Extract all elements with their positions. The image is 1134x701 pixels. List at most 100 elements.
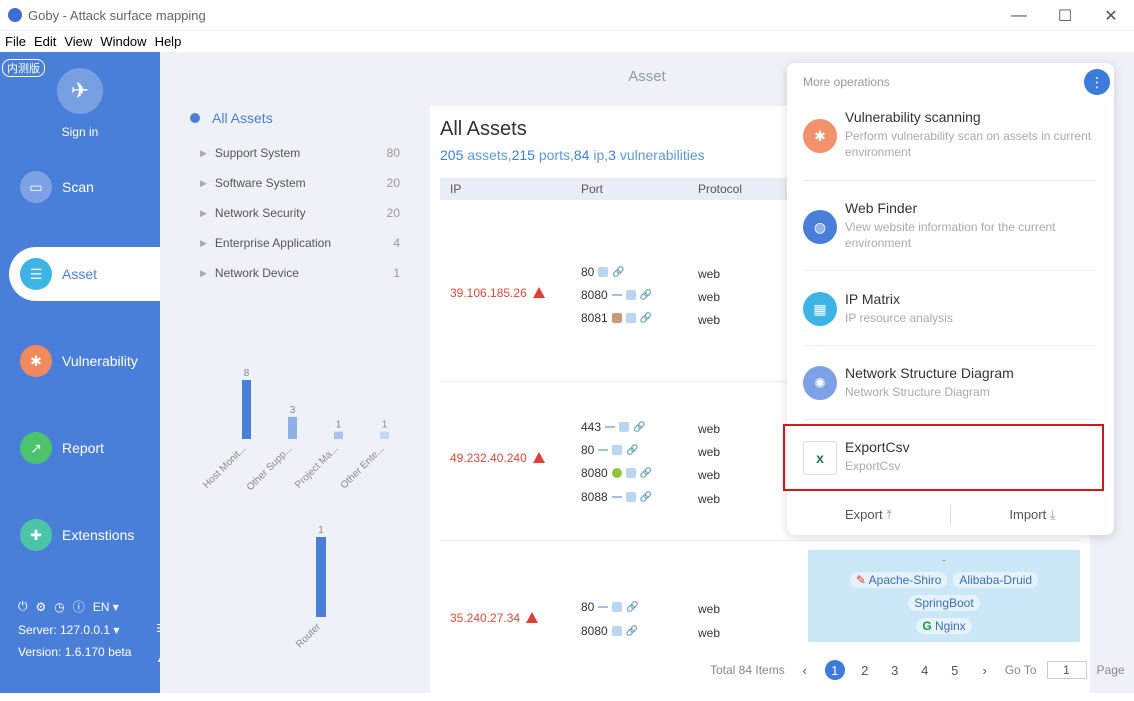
menu-help[interactable]: Help (154, 34, 182, 49)
column-protocol: Protocol (698, 182, 743, 196)
category-tick-label: Host Monit... (201, 443, 248, 490)
web-icon (625, 290, 636, 300)
sidebar-item-extensions[interactable]: ✚ Extenstions (0, 508, 160, 562)
menu-bar: File Edit View Window Help (0, 31, 1134, 52)
chevron-right-icon: ▶ (200, 207, 207, 218)
protocol-value: web (698, 445, 721, 459)
chevron-right-icon: ▶ (200, 237, 207, 248)
menu-item-vulnerability-scanning[interactable]: ✱ Vulnerability scanning Perform vulnera… (803, 103, 1096, 183)
tree-root-all-assets[interactable]: All Assets (190, 110, 400, 126)
avatar-icon (611, 313, 622, 323)
grid-matrix-icon: ▦ (803, 292, 837, 326)
tree-item-enterprise-application[interactable]: ▶ Enterprise Application 4 (200, 236, 400, 250)
chevron-right-icon: ▶ (200, 177, 207, 188)
spring-leaf-icon (611, 468, 622, 478)
language-select[interactable]: EN ▾ (92, 599, 119, 614)
server-select[interactable]: Server: 127.0.0.1 ▾ (18, 623, 120, 637)
version-label: Version: 1.6.170 beta (18, 645, 132, 659)
port-entry: 8081 🔗 (581, 311, 653, 325)
menu-file[interactable]: File (5, 34, 26, 49)
asset-ip-link[interactable]: 49.232.40.240 (450, 451, 545, 465)
page-word: Page (1096, 663, 1125, 677)
settings-gear-icon[interactable]: ⚙ (35, 599, 47, 614)
menu-edit[interactable]: Edit (33, 34, 57, 49)
menu-item-ip-matrix[interactable]: ▦ IP Matrix IP resource analysis (803, 285, 1096, 365)
port-entry: 80 🔗 (581, 443, 639, 457)
total-items: Total 84 Items (710, 663, 785, 677)
category-tick-label: Other Supp... (245, 443, 295, 493)
import-button[interactable]: Import ⤓ (1009, 507, 1056, 522)
column-port: Port (581, 182, 604, 196)
excel-file-icon: x (803, 441, 837, 475)
power-icon[interactable]: ⏻ (18, 599, 28, 613)
category-tick-label: Project Ma... (293, 443, 340, 490)
tree-item-software-system[interactable]: ▶ Software System 20 (200, 176, 400, 190)
tag-nginx[interactable]: G Nginx (916, 618, 972, 634)
web-icon (625, 313, 636, 323)
menu-item-network-structure-diagram[interactable]: ✺ Network Structure Diagram Network Stru… (803, 359, 1096, 439)
download-icon: ⤓ (1049, 507, 1056, 522)
protocol-value: web (698, 492, 721, 506)
all-assets-icon (190, 113, 200, 123)
link-icon: 🔗 (626, 601, 639, 613)
sidebar-item-vulnerability[interactable]: ✱ Vulnerability (0, 334, 160, 388)
port-entry: 8080 🔗 (581, 288, 653, 302)
tag-apache-shiro[interactable]: ✎ Apache-Shiro (849, 572, 948, 588)
protocol-value: web (698, 422, 721, 436)
menu-view[interactable]: View (64, 34, 93, 49)
asset-ip-link[interactable]: 35.240.27.34 (450, 611, 539, 625)
prev-page-button[interactable]: ‹ (802, 662, 807, 678)
menu-item-export-csv[interactable]: x ExportCsv ExportCsv (803, 433, 1096, 513)
port-entry: 8080 🔗 (581, 466, 653, 480)
page-3-button[interactable]: 3 (891, 662, 899, 678)
page-1-button[interactable]: 1 (824, 660, 845, 680)
web-icon (625, 468, 636, 478)
next-page-button[interactable]: › (982, 662, 987, 678)
web-icon (611, 626, 622, 636)
asset-ip-link[interactable]: 39.106.185.26 (450, 286, 545, 300)
page-5-button[interactable]: 5 (951, 662, 959, 678)
tree-item-support-system[interactable]: ▶ Support System 80 (200, 146, 400, 160)
sidebar-item-label: Asset (62, 266, 98, 282)
port-entry: 80 🔗 (581, 265, 625, 279)
menu-item-web-finder[interactable]: ◍ Web Finder View website information fo… (803, 194, 1096, 274)
scan-icon: ▭ (20, 171, 52, 203)
goby-avatar-icon[interactable]: ✈ (57, 68, 103, 114)
tags-placeholder: - (941, 552, 947, 567)
sidebar-item-report[interactable]: ↗ Report (0, 421, 160, 475)
table-row[interactable]: 39.106.185.26 80 🔗 8080 🔗 8081 🔗 web web we… (440, 200, 1080, 382)
goto-page-input[interactable] (1046, 661, 1087, 679)
more-options-icon[interactable]: ⋮ (1084, 69, 1110, 95)
tag-springboot[interactable]: SpringBoot (908, 595, 980, 611)
signin-link[interactable]: Sign in (61, 125, 99, 139)
vulnerability-warning-icon (526, 612, 539, 623)
history-clock-icon[interactable]: ◷ (54, 599, 65, 614)
table-row[interactable]: 35.240.27.34 80 🔗 8080 🔗 web web (440, 542, 1080, 700)
globe-icon: ◍ (803, 210, 837, 244)
info-icon[interactable]: ⓘ (72, 600, 85, 614)
tag-alibaba-druid[interactable]: Alibaba-Druid (953, 572, 1039, 588)
page-2-button[interactable]: 2 (861, 662, 869, 678)
title-bar: Goby - Attack surface mapping — ☐ ✕ (0, 0, 1134, 31)
tree-item-network-security[interactable]: ▶ Network Security 20 (200, 206, 400, 220)
link-icon: 🔗 (639, 289, 653, 301)
minimize-button[interactable]: — (1011, 6, 1027, 24)
close-button[interactable]: ✕ (1104, 7, 1118, 25)
export-button[interactable]: Export ⤒ (845, 507, 892, 522)
link-icon: 🔗 (639, 491, 653, 503)
web-icon (625, 492, 636, 502)
sidebar-item-scan[interactable]: ▭ Scan (0, 160, 160, 214)
maximize-button[interactable]: ☐ (1057, 7, 1073, 25)
vulnerability-icon: ✱ (20, 345, 52, 377)
port-entry: 8080 🔗 (581, 624, 639, 638)
bug-icon: ✱ (803, 119, 837, 153)
menu-window[interactable]: Window (100, 34, 147, 49)
protocol-value: web (698, 468, 721, 482)
chart-bar (242, 380, 251, 439)
chart-bar (380, 431, 389, 439)
sidebar-item-asset[interactable]: ☰ Asset (9, 247, 169, 301)
tree-item-network-device[interactable]: ▶ Network Device 1 (200, 266, 400, 280)
web-icon (619, 422, 630, 432)
table-row[interactable]: 49.232.40.240 443 🔗 80 🔗 8080 🔗 8088 🔗 web w… (440, 383, 1080, 541)
page-4-button[interactable]: 4 (921, 662, 929, 678)
